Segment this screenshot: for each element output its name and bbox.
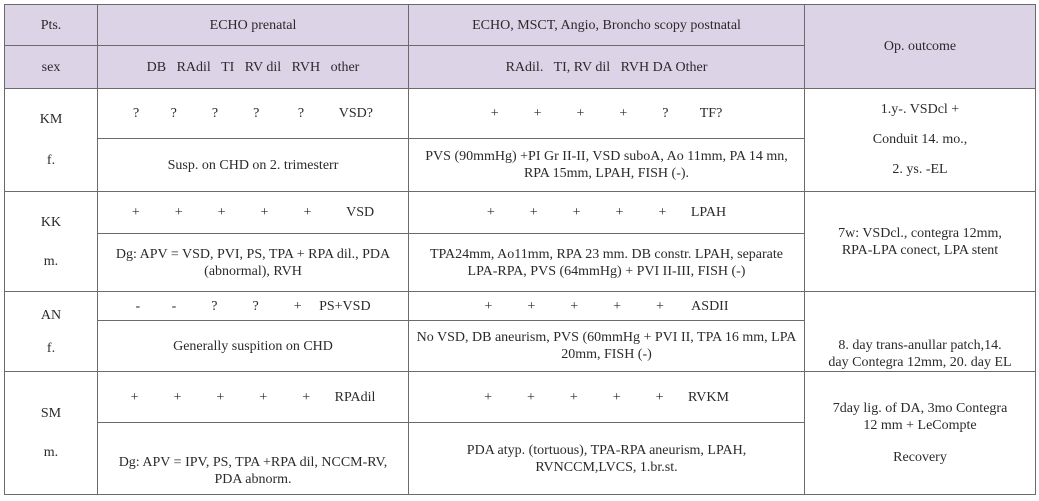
- postnatal-note: TPA24mm, Ao11mm, RPA 23 mm. DB constr. L…: [408, 233, 805, 292]
- header-postnatal-cell: ECHO, MSCT, Angio, Broncho scopy postnat…: [408, 4, 805, 46]
- postnatal-note: No VSD, DB aneurism, PVS (60mmHg + PVI I…: [408, 320, 805, 372]
- outcome-cell: 7day lig. of DA, 3mo Contegra 12 mm + Le…: [804, 371, 1036, 495]
- patient-id: SM: [40, 406, 62, 421]
- prenatal-title: ECHO prenatal: [209, 17, 297, 33]
- outcome-line: Recovery: [893, 450, 947, 465]
- patient-cell: KK m.: [4, 191, 98, 292]
- table-row: KK m. + + + + + VSD + + + + + LPAH 7w: V…: [4, 191, 1036, 292]
- outcome-cell: 8. day trans-anullar patch,14. day Conte…: [804, 291, 1036, 372]
- outcome-line: 12 mm + LeCompte: [863, 418, 977, 433]
- prenatal-note: Dg: APV = IPV, PS, TPA +RPA dil, NCCM-RV…: [97, 422, 409, 495]
- table-row: Dg: APV = VSD, PVI, PS, TPA + RPA dil., …: [5, 233, 1036, 292]
- postnatal-marks: + + + + + ASDII: [408, 291, 805, 321]
- outcome-line: 7w: VSDcl., contegra 12mm,: [838, 225, 1002, 241]
- patient-sex: f.: [46, 340, 56, 356]
- table-row: SM m. + + + + + RPAdil + + + + + RVKM 7d…: [4, 371, 1036, 495]
- patient-cell: SM m.: [4, 371, 98, 495]
- patient-sex: f.: [46, 153, 56, 168]
- outcome-cell: 1.y-. VSDcl + Conduit 14. mo., 2. ys. -E…: [804, 88, 1036, 192]
- header-outcome-cell: Op. outcome: [804, 4, 1036, 89]
- pts-label: Pts.: [40, 17, 62, 33]
- patient-cell: AN f.: [4, 291, 98, 372]
- patient-sex: m.: [43, 253, 59, 269]
- postnatal-note: PVS (90mmHg) +PI Gr II-II, VSD suboA, Ao…: [408, 138, 805, 192]
- table-row: KM f. ? ? ? ? ? VSD? + + + + ? TF? 1.y-.…: [4, 88, 1036, 192]
- outcome-line: 7day lig. of DA, 3mo Contegra: [832, 401, 1008, 416]
- outcome-line: 1.y-. VSDcl +: [880, 102, 960, 117]
- outcome-line: day Contegra 12mm, 20. day EL: [828, 354, 1012, 370]
- prenatal-subheader: DB RAdil TI RV dil RVH other: [97, 45, 409, 89]
- outcome-line: 2. ys. -EL: [892, 162, 948, 177]
- prenatal-marks: + + + + + VSD: [97, 191, 409, 234]
- prenatal-marks: + + + + + RPAdil: [97, 371, 409, 423]
- table-row: AN f. - - ? ? + PS+VSD + + + + + ASDII 8…: [4, 291, 1036, 372]
- table-row: Generally suspition on CHD No VSD, DB an…: [5, 320, 1036, 372]
- outcome-title: Op. outcome: [883, 39, 957, 54]
- patient-id: KM: [39, 112, 63, 127]
- patient-id: KK: [40, 214, 62, 230]
- header-sex-cell: sex: [4, 45, 98, 89]
- outcome-line: Conduit 14. mo.,: [872, 132, 968, 147]
- postnatal-marks: + + + + + RVKM: [408, 371, 805, 423]
- header-prenatal-cell: ECHO prenatal: [97, 4, 409, 46]
- postnatal-marks: + + + + + LPAH: [408, 191, 805, 234]
- table-row: Susp. on CHD on 2. trimesterr PVS (90mmH…: [5, 138, 1036, 192]
- prenatal-note: Generally suspition on CHD: [97, 320, 409, 372]
- patient-sex: m.: [43, 445, 59, 460]
- outcome-cell: 7w: VSDcl., contegra 12mm, RPA-LPA conec…: [804, 191, 1036, 292]
- outcome-line: 8. day trans-anullar patch,14.: [838, 337, 1002, 353]
- prenatal-note: Susp. on CHD on 2. trimesterr: [97, 138, 409, 192]
- patient-cell: KM f.: [4, 88, 98, 192]
- prenatal-marks: ? ? ? ? ? VSD?: [97, 88, 409, 139]
- postnatal-title: ECHO, MSCT, Angio, Broncho scopy postnat…: [472, 17, 741, 33]
- postnatal-subheader: RAdil. TI, RV dil RVH DA Other: [408, 45, 805, 89]
- prenatal-note: Dg: APV = VSD, PVI, PS, TPA + RPA dil., …: [97, 233, 409, 292]
- clinical-table: Pts. ECHO prenatal ECHO, MSCT, Angio, Br…: [4, 4, 1036, 495]
- prenatal-marks: - - ? ? + PS+VSD: [97, 291, 409, 321]
- sex-label: sex: [41, 59, 61, 75]
- patient-id: AN: [40, 307, 62, 323]
- outcome-line: RPA-LPA conect, LPA stent: [841, 242, 999, 258]
- postnatal-note: PDA atyp. (tortuous), TPA-RPA aneurism, …: [408, 422, 805, 495]
- table-row: Dg: APV = IPV, PS, TPA +RPA dil, NCCM-RV…: [5, 422, 1036, 495]
- postnatal-marks: + + + + ? TF?: [408, 88, 805, 139]
- header-pts-cell: Pts.: [4, 4, 98, 46]
